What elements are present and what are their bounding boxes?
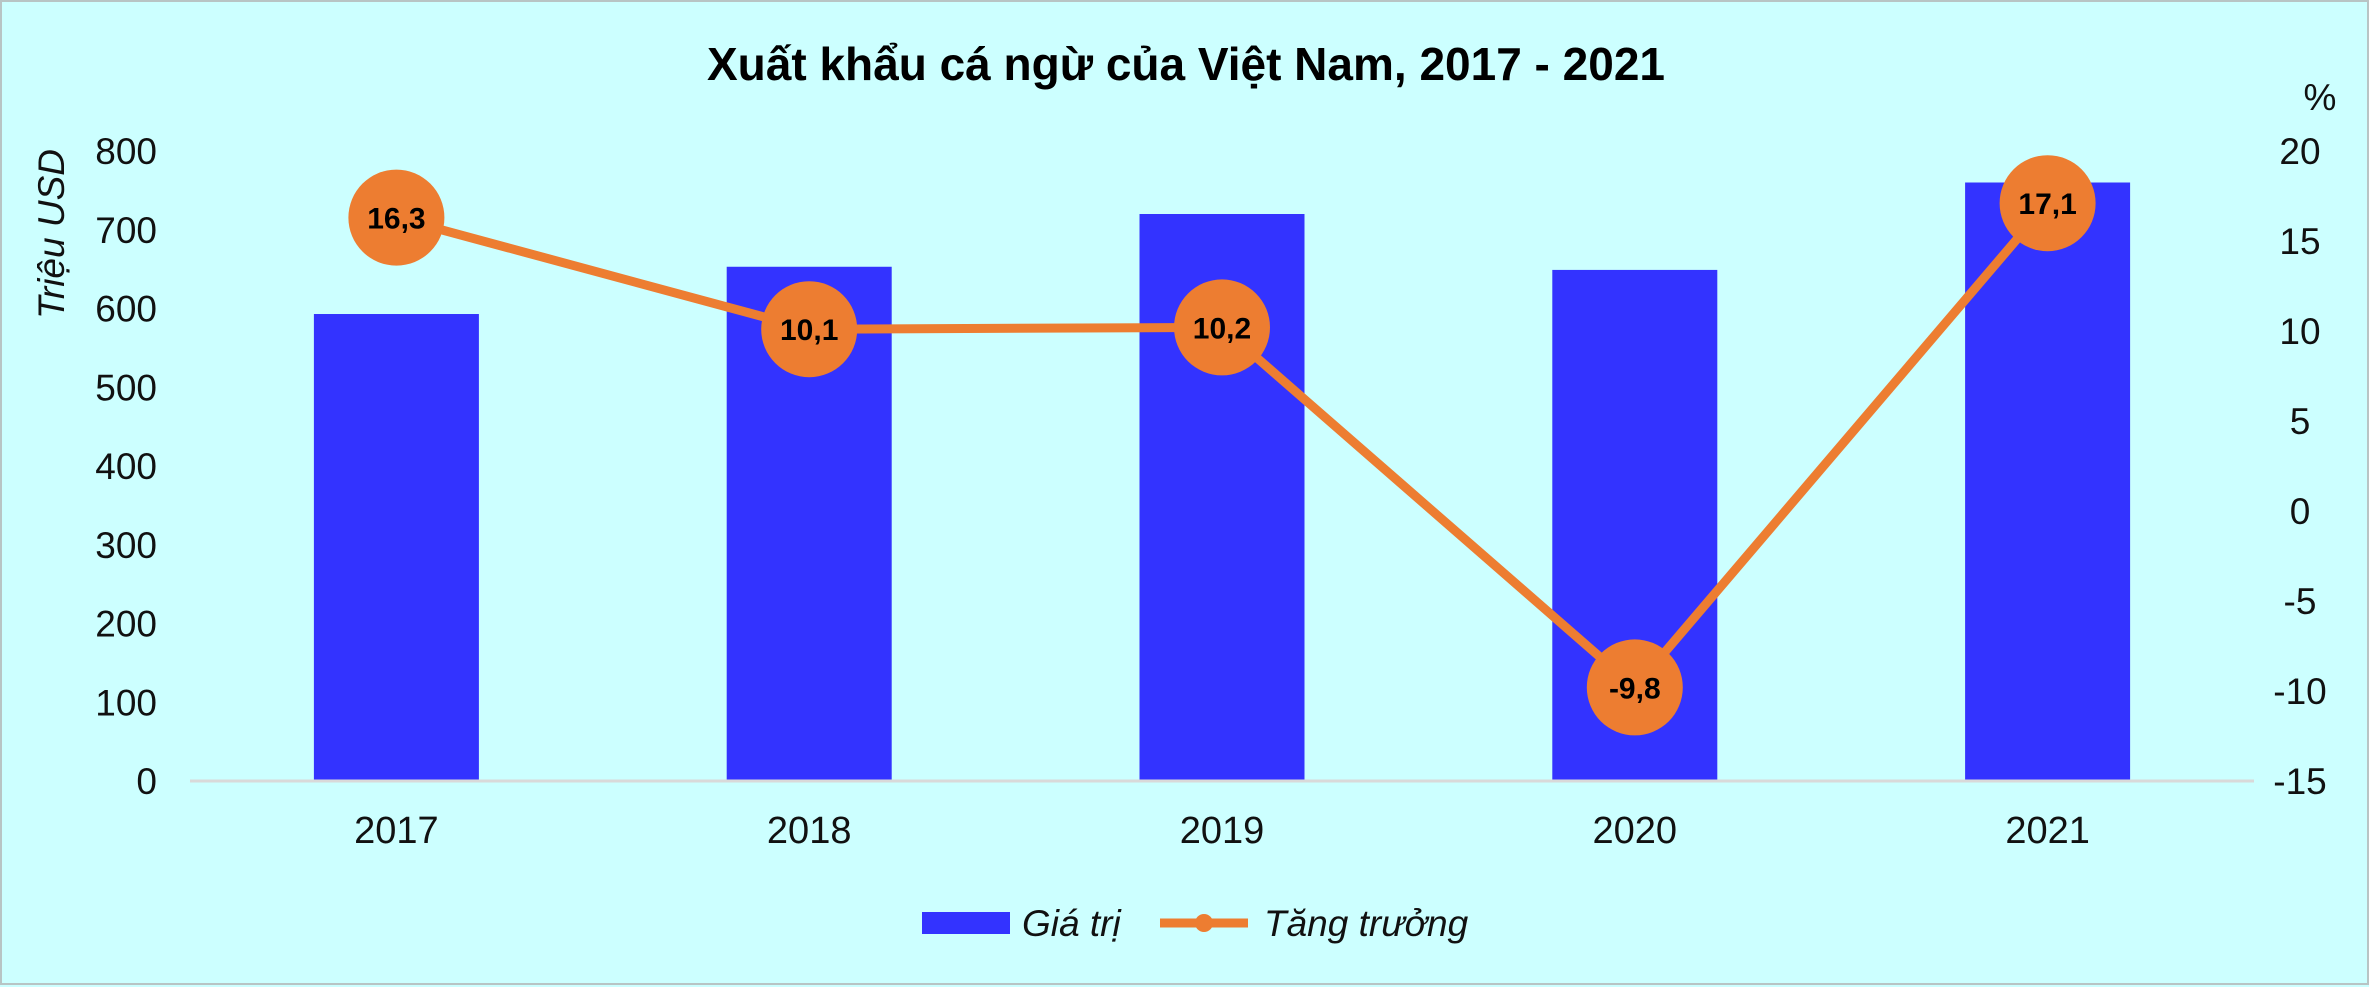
legend-label-line: Tăng trưởng — [1264, 903, 1469, 944]
growth-data-label: -9,8 — [1609, 672, 1661, 705]
growth-data-label: 16,3 — [367, 203, 425, 236]
y-right-axis-title: % — [2304, 77, 2337, 118]
growth-marker-2019 — [1174, 279, 1270, 376]
y-right-ticks: -15 -10 -5 0 5 10 15 20 — [2273, 131, 2326, 802]
y-left-tick-label: 700 — [95, 210, 157, 251]
y-left-ticks: 0 100 200 300 400 500 600 700 800 — [95, 131, 157, 802]
y-left-tick-label: 400 — [95, 446, 157, 487]
legend-swatch-bar — [922, 912, 1010, 934]
y-right-tick-label: 10 — [2279, 311, 2320, 352]
y-left-tick-label: 200 — [95, 604, 157, 645]
y-left-tick-label: 100 — [95, 682, 157, 723]
x-tick-label: 2019 — [1180, 810, 1265, 852]
y-left-tick-label: 0 — [136, 761, 157, 802]
growth-marker-2021 — [1999, 155, 2096, 252]
y-left-tick-label: 800 — [95, 131, 157, 172]
chart-title: Xuất khẩu cá ngừ của Việt Nam, 2017 - 20… — [707, 38, 1665, 90]
growth-data-label: 10,1 — [780, 314, 838, 347]
x-tick-label: 2018 — [767, 810, 852, 852]
bar-2017 — [313, 314, 479, 781]
y-right-tick-label: -15 — [2273, 761, 2326, 802]
growth-data-label: 17,1 — [2018, 188, 2076, 221]
bars-group — [313, 182, 2131, 781]
y-right-tick-label: 0 — [2290, 491, 2311, 532]
line-series-group: 16,3 10,1 10,2 -9,8 17,1 — [348, 155, 2096, 736]
y-right-tick-label: -10 — [2273, 671, 2326, 712]
bar-2021 — [1965, 182, 2131, 781]
x-ticks: 2017 2018 2019 2020 2021 — [354, 810, 2090, 852]
y-right-tick-label: 15 — [2279, 221, 2320, 262]
y-left-tick-label: 300 — [95, 525, 157, 566]
x-tick-label: 2017 — [354, 810, 439, 852]
growth-marker-2020 — [1586, 639, 1683, 736]
x-tick-label: 2021 — [2005, 810, 2090, 852]
y-left-tick-label: 600 — [95, 289, 157, 330]
y-right-tick-label: 5 — [2290, 401, 2311, 442]
growth-marker-2017 — [348, 169, 445, 266]
x-tick-label: 2020 — [1593, 810, 1678, 852]
y-right-tick-label: -5 — [2284, 581, 2317, 622]
legend: Giá trị Tăng trưởng — [922, 903, 1469, 944]
legend-swatch-marker — [1195, 914, 1213, 932]
y-left-axis-title: Triệu USD — [31, 149, 72, 319]
growth-marker-2018 — [761, 281, 858, 378]
growth-data-label: 10,2 — [1193, 312, 1251, 345]
y-right-tick-label: 20 — [2279, 131, 2320, 172]
y-left-tick-label: 500 — [95, 367, 157, 408]
legend-label-bar: Giá trị — [1022, 903, 1122, 944]
